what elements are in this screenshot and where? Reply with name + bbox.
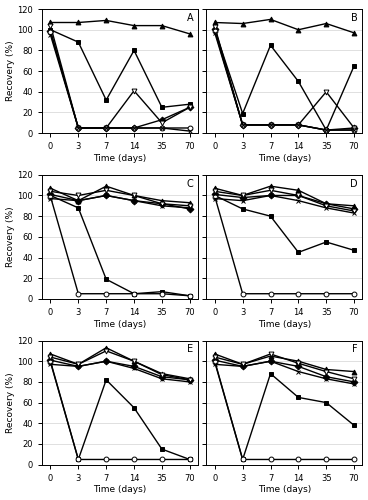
Text: C: C <box>187 178 194 188</box>
Text: D: D <box>350 178 358 188</box>
Y-axis label: Recovery (%): Recovery (%) <box>6 41 15 102</box>
Y-axis label: Recovery (%): Recovery (%) <box>6 372 15 433</box>
Text: A: A <box>187 13 194 23</box>
X-axis label: Time (days): Time (days) <box>93 486 147 494</box>
X-axis label: Time (days): Time (days) <box>258 320 311 328</box>
X-axis label: Time (days): Time (days) <box>93 154 147 163</box>
X-axis label: Time (days): Time (days) <box>258 486 311 494</box>
X-axis label: Time (days): Time (days) <box>93 320 147 328</box>
Text: F: F <box>352 344 358 354</box>
X-axis label: Time (days): Time (days) <box>258 154 311 163</box>
Text: E: E <box>187 344 194 354</box>
Y-axis label: Recovery (%): Recovery (%) <box>6 206 15 267</box>
Text: B: B <box>351 13 358 23</box>
